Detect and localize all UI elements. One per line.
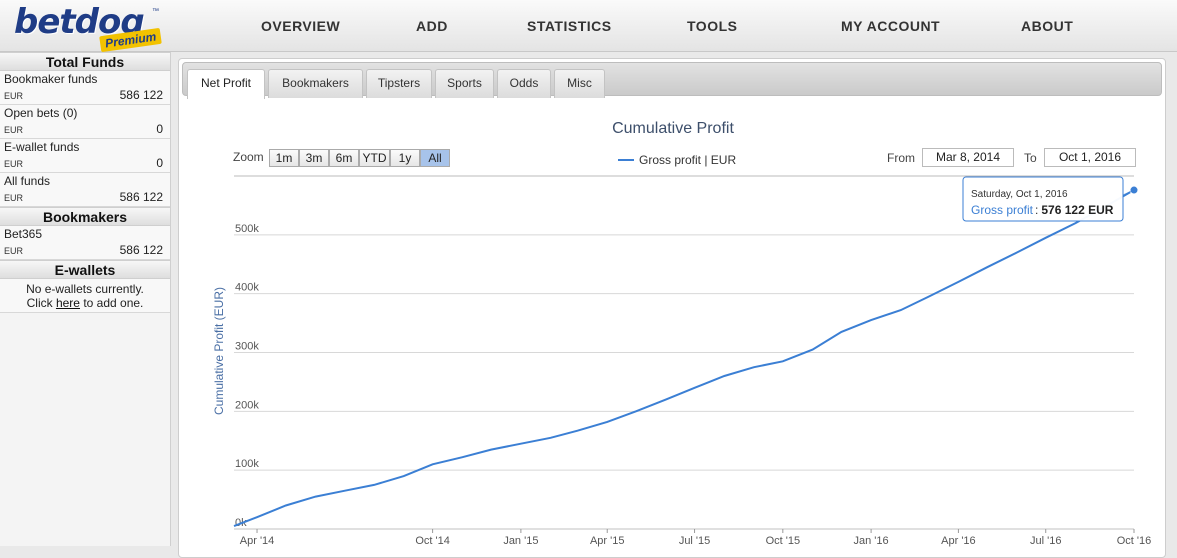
chart-tooltip: Saturday, Oct 1, 2016 Gross profit:576 1…	[962, 176, 1124, 222]
ewallets-note: No e-wallets currently. Click here to ad…	[0, 279, 170, 313]
range-to-label: To	[1024, 151, 1037, 165]
y-tick-label: 400k	[235, 282, 259, 294]
tab-sports[interactable]: Sports	[435, 69, 494, 98]
chart-legend[interactable]: Gross profit | EUR	[618, 153, 736, 167]
y-tick-label: 300k	[235, 341, 259, 353]
top-bar: betdoq ™ Premium OVERVIEW ADD STATISTICS…	[0, 0, 1177, 53]
x-tick-label: Jul '15	[679, 535, 710, 547]
tab-misc[interactable]: Misc	[554, 69, 605, 98]
x-tick-label: Oct '14	[415, 535, 450, 547]
funds-value: 0	[156, 156, 163, 170]
logo-trademark: ™	[152, 8, 159, 15]
funds-currency: EUR	[4, 193, 24, 203]
zoom-label: Zoom	[233, 150, 264, 164]
bookmakers-heading: Bookmakers	[0, 207, 170, 226]
bookmaker-row-bet365[interactable]: Bet365 EUR 586 122	[0, 226, 170, 260]
bookmaker-value: 586 122	[119, 243, 163, 257]
tab-odds[interactable]: Odds	[497, 69, 551, 98]
funds-row-ewallet: E-wallet funds EUR 0	[0, 139, 170, 173]
ewallets-empty-text: No e-wallets currently.	[26, 282, 144, 296]
tooltip-date: Saturday, Oct 1, 2016	[971, 189, 1068, 200]
x-tick-labels: Apr '14 Oct '14 Jan '15 Apr '15 Jul '15 Oct '…	[240, 529, 1151, 547]
main-panel: Net Profit Bookmakers Tipsters Sports Od…	[178, 58, 1166, 558]
funds-label: Open bets (0)	[4, 106, 78, 120]
grid-lines	[234, 234, 1134, 530]
legend-label: Gross profit | EUR	[639, 153, 736, 167]
funds-label: All funds	[4, 174, 51, 188]
y-tick-label: 200k	[235, 399, 259, 411]
tooltip-box	[962, 176, 1124, 222]
x-tick-label: Jul '16	[1030, 535, 1061, 547]
nav-statistics[interactable]: STATISTICS	[527, 18, 612, 34]
x-tick-label: Jan '15	[503, 535, 538, 547]
bookmaker-currency: EUR	[4, 246, 24, 256]
x-tick-label: Apr '14	[240, 535, 275, 547]
zoom-6m-button[interactable]: 6m	[329, 149, 359, 167]
sidebar: Total Funds Bookmaker funds EUR 586 122 …	[0, 52, 171, 546]
tab-net-profit[interactable]: Net Profit	[187, 69, 265, 99]
y-tick-label: 500k	[235, 223, 259, 235]
funds-value: 586 122	[119, 190, 163, 204]
tab-bookmakers[interactable]: Bookmakers	[268, 69, 363, 98]
ewallets-click-text: Click	[26, 296, 56, 310]
x-tick-label: Apr '15	[590, 535, 625, 547]
nav-about[interactable]: ABOUT	[1021, 18, 1074, 34]
range-from-label: From	[887, 151, 915, 165]
funds-row-all: All funds EUR 586 122	[0, 173, 170, 207]
bookmaker-label: Bet365	[4, 227, 43, 241]
tooltip-line: Gross profit:576 122 EUR	[971, 203, 1114, 217]
tooltip-value: 576 122 EUR	[1041, 203, 1113, 217]
x-tick-label: Apr '16	[941, 535, 976, 547]
funds-currency: EUR	[4, 125, 24, 135]
range-from-input[interactable]: Mar 8, 2014	[922, 148, 1014, 167]
zoom-3m-button[interactable]: 3m	[299, 149, 329, 167]
funds-row-bookmaker: Bookmaker funds EUR 586 122	[0, 71, 170, 105]
tooltip-connector	[1122, 189, 1135, 196]
betdoq-logo[interactable]: betdoq ™ Premium	[14, 2, 164, 53]
x-tick-label: Oct '16	[1117, 535, 1152, 547]
y-axis-title: Cumulative Profit (EUR)	[212, 287, 226, 415]
funds-value: 0	[156, 122, 163, 136]
nav-tools[interactable]: TOOLS	[687, 18, 738, 34]
funds-row-open-bets: Open bets (0) EUR 0	[0, 105, 170, 139]
nav-add[interactable]: ADD	[416, 18, 448, 34]
tab-bar: Net Profit Bookmakers Tipsters Sports Od…	[182, 62, 1162, 99]
ewallets-add-line: Click here to add one.	[0, 296, 170, 310]
zoom-1y-button[interactable]: 1y	[390, 149, 420, 167]
total-funds-heading: Total Funds	[0, 52, 170, 71]
funds-label: Bookmaker funds	[4, 72, 98, 86]
range-to-input[interactable]: Oct 1, 2016	[1044, 148, 1136, 167]
zoom-all-button[interactable]: All	[420, 149, 450, 167]
ewallets-heading: E-wallets	[0, 260, 170, 279]
tooltip-series: Gross profit	[971, 203, 1034, 217]
funds-value: 586 122	[119, 88, 163, 102]
funds-currency: EUR	[4, 91, 24, 101]
y-tick-label: 100k	[235, 458, 259, 470]
series-line-gross-profit[interactable]	[233, 189, 1135, 528]
nav-my-account[interactable]: MY ACCOUNT	[841, 18, 941, 34]
funds-currency: EUR	[4, 159, 24, 169]
add-ewallet-link[interactable]: here	[55, 296, 80, 310]
ewallets-add-text: to add one.	[79, 296, 144, 310]
x-tick-label: Oct '15	[766, 535, 801, 547]
zoom-ytd-button[interactable]: YTD	[359, 149, 390, 167]
cumulative-profit-chart: Cumulative Profit Gross profit | EUR 0k1…	[212, 120, 1151, 547]
funds-label: E-wallet funds	[4, 140, 80, 154]
tab-tipsters[interactable]: Tipsters	[366, 69, 432, 98]
x-tick-label: Jan '16	[854, 535, 889, 547]
zoom-1m-button[interactable]: 1m	[269, 149, 299, 167]
chart-title: Cumulative Profit	[612, 120, 734, 137]
nav-overview[interactable]: OVERVIEW	[261, 18, 341, 34]
